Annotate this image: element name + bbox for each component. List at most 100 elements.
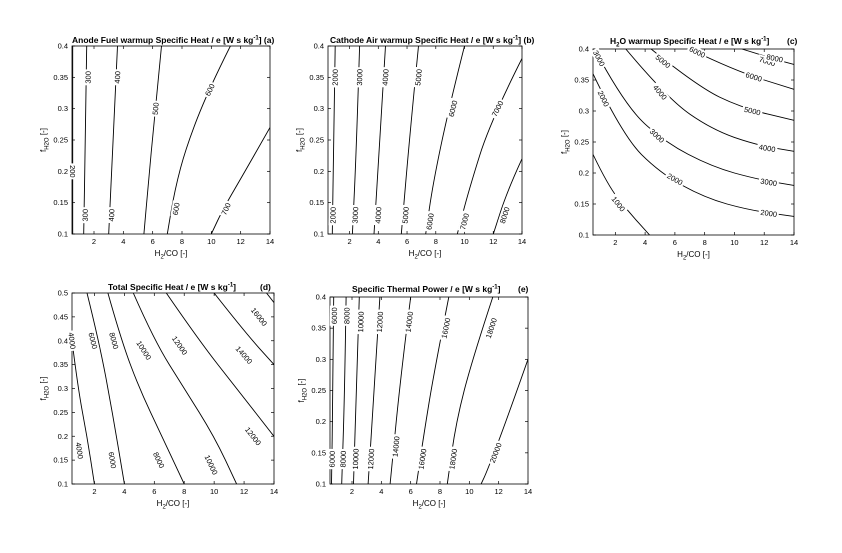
panel-e: 2 4 6 8 10 12 140.10.150.20.250.30.350.4H2/CO … xyxy=(297,284,532,511)
contour-label-6000: 6000 xyxy=(424,213,435,231)
contour-label-bg xyxy=(742,69,765,85)
contour-line-3000 xyxy=(594,49,794,186)
title-sup: -1 xyxy=(253,36,259,42)
x-axis-label: H2/CO [-] xyxy=(413,499,446,511)
contour-label-bg xyxy=(413,66,424,88)
contour-label-bg xyxy=(106,329,121,352)
contour-label-5000: 5000 xyxy=(401,207,411,224)
contour-label-bg xyxy=(106,207,117,224)
panel-title: Anode Fuel warmup Specific Heat / e [W s… xyxy=(72,35,274,45)
contour-label-bg xyxy=(112,69,123,86)
panel-title: Cathode Air warmup Specific Heat / e [W … xyxy=(330,35,535,45)
y-tick-label: 0.15 xyxy=(311,448,326,457)
y-axis-label-sub: H2O xyxy=(566,139,572,152)
y-tick-label: 0.2 xyxy=(58,432,68,441)
x-tick-label: 8 xyxy=(438,487,442,496)
x-tick-label: 14 xyxy=(270,487,278,496)
contour-label-bg xyxy=(763,51,786,65)
contour-label-bg xyxy=(400,204,411,226)
title-sup: -1 xyxy=(228,283,234,289)
title-main: Cathode Air warmup Specific Heat / e [W … xyxy=(330,35,513,45)
y-tick-label: 0.25 xyxy=(53,136,68,145)
contour-line-8000 xyxy=(492,158,522,234)
contour-label-bg xyxy=(83,69,93,86)
contour-label-bg xyxy=(218,199,234,219)
contour-label-400: 400 xyxy=(107,209,117,222)
y-tick-label: 0.15 xyxy=(53,198,68,207)
contour-line-16000 xyxy=(266,293,274,303)
contour-label-200: 200 xyxy=(68,165,77,178)
contour-label-300: 300 xyxy=(84,71,93,84)
y-tick-label: 0.35 xyxy=(309,73,324,82)
x-tick-label: 12 xyxy=(240,487,248,496)
contour-label-bg xyxy=(757,176,780,189)
panel-a: 2 4 6 8 10 12 140.10.150.20.250.30.350.4H2/CO … xyxy=(39,35,274,261)
contour-label-bg xyxy=(241,423,265,449)
x-axis-label-sub: 2 xyxy=(683,256,687,262)
x-axis-label-sub: 2 xyxy=(162,505,166,511)
x-tick-label: 6 xyxy=(673,238,677,247)
contour-label-bg xyxy=(756,54,779,69)
y-axis-label-sub: H2O xyxy=(45,386,51,399)
title-end: ] xyxy=(233,282,236,292)
x-tick-label: 4 xyxy=(376,237,380,246)
contour-label-14000: 14000 xyxy=(404,311,416,333)
contour-label-5000: 5000 xyxy=(413,69,424,86)
title-end: ] xyxy=(498,284,501,294)
x-tick-label: 10 xyxy=(210,487,218,496)
y-tick-label: 0.4 xyxy=(58,336,68,345)
contour-label-bg xyxy=(342,305,352,326)
x-tick-label: 14 xyxy=(518,237,526,246)
x-tick-label: 8 xyxy=(182,487,186,496)
x-axis-label-end: /CO [-] xyxy=(686,250,710,259)
y-axis-label-main: f xyxy=(39,149,48,152)
contour-line-14000 xyxy=(213,293,274,365)
x-axis-label: H2/CO [-] xyxy=(155,249,188,261)
y-axis-label-end: [-] xyxy=(295,128,304,137)
x-axis-label-sub: 2 xyxy=(160,255,164,261)
contour-label-bg xyxy=(80,207,90,224)
y-tick-label: 0.25 xyxy=(309,136,324,145)
y-tick-label: 0.45 xyxy=(53,312,68,321)
contour-label-bg xyxy=(169,332,191,359)
contour-label-bg xyxy=(338,448,349,470)
contour-label-4000: 4000 xyxy=(74,442,85,460)
x-axis-label-main: H xyxy=(413,499,419,508)
contour-label-4000: 4000 xyxy=(66,332,77,350)
contour-label-6000: 6000 xyxy=(447,100,460,118)
x-tick-label: 6 xyxy=(405,237,409,246)
x-tick-label: 2 xyxy=(92,487,96,496)
x-tick-label: 4 xyxy=(121,237,125,246)
contour-label-18000: 18000 xyxy=(447,448,459,470)
y-axis-label-end: [-] xyxy=(39,377,48,386)
contour-label-3000: 3000 xyxy=(355,69,365,86)
x-tick-label: 2 xyxy=(350,487,354,496)
contour-label-bg xyxy=(328,205,338,226)
y-axis-label: fH2O [-] xyxy=(297,379,309,403)
contour-label-6000: 6000 xyxy=(86,332,99,350)
contour-label-8000: 8000 xyxy=(342,307,351,324)
contour-label-bg xyxy=(424,210,436,233)
contour-label-8000: 8000 xyxy=(107,332,120,351)
y-axis-label-end: [-] xyxy=(39,128,48,137)
contour-label-bg xyxy=(446,97,460,120)
contour-label-bg xyxy=(590,47,608,70)
y-axis-label-sub: H2O xyxy=(303,388,309,401)
y-tick-label: 0.25 xyxy=(53,408,68,417)
panel-tag: (d) xyxy=(260,282,271,292)
contour-label-10000: 10000 xyxy=(356,311,366,332)
title-main2: O warmup Specific Heat / e [W s kg xyxy=(619,36,761,46)
contour-label-bg xyxy=(663,170,686,189)
y-axis-label: fH2O [-] xyxy=(39,128,51,152)
contour-label-bg xyxy=(487,439,505,466)
contour-label-4000: 4000 xyxy=(373,207,383,224)
x-axis-label-main: H xyxy=(677,250,683,259)
contour-label-4000: 4000 xyxy=(381,69,391,86)
contour-label-bg xyxy=(646,125,668,146)
title-sup: -1 xyxy=(761,37,767,43)
x-tick-label: 14 xyxy=(266,237,274,246)
x-tick-label: 4 xyxy=(122,487,126,496)
contour-label-300: 300 xyxy=(81,209,90,222)
x-axis-label-main: H xyxy=(157,499,163,508)
